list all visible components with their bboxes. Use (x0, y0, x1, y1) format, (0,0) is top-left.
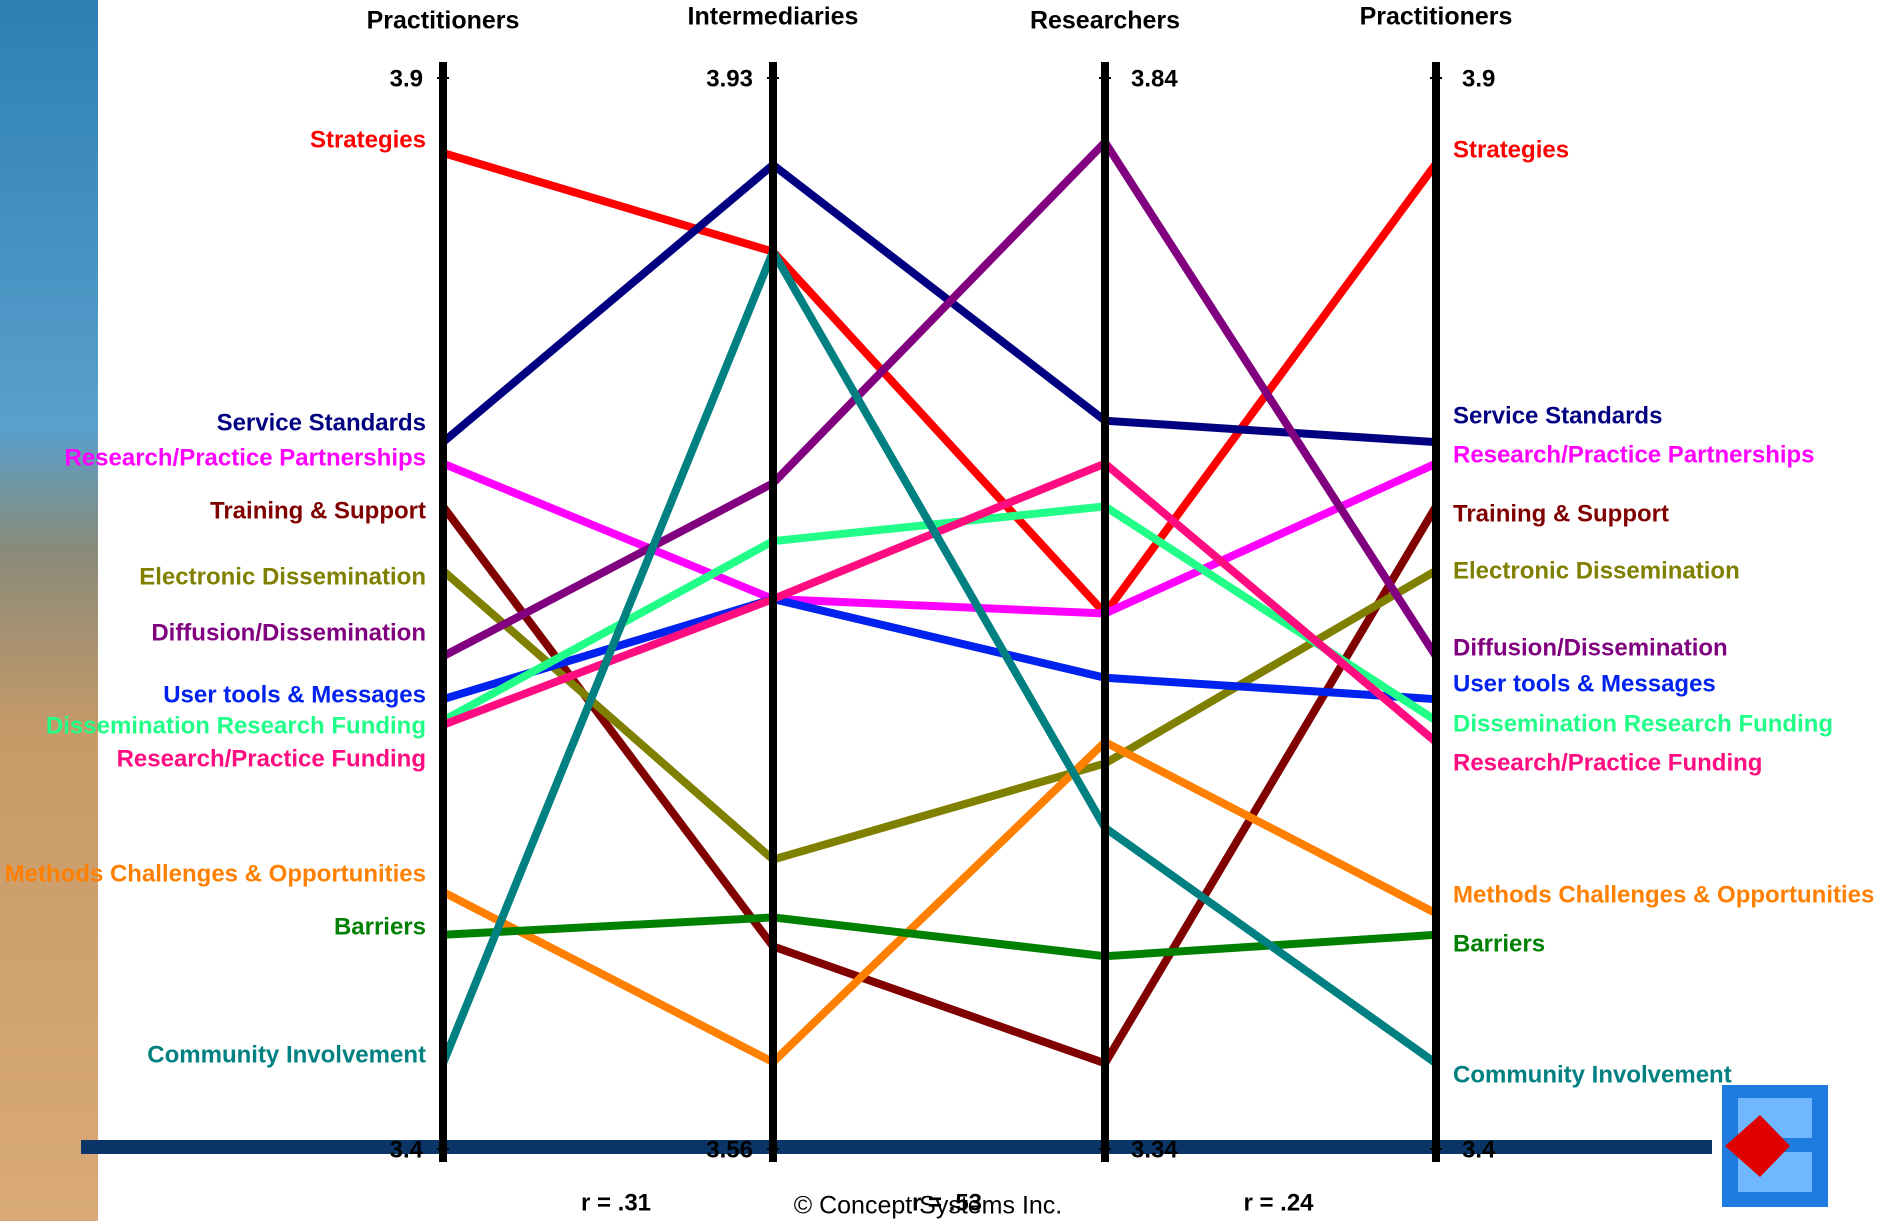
series-line (441, 149, 1440, 620)
series-label: Research/Practice Funding (117, 745, 426, 772)
series-label: Electronic Dissemination (1453, 557, 1740, 584)
logo (1722, 1085, 1828, 1207)
copyright: © Concept Systems Inc. (794, 1192, 1063, 1220)
correlation-label: r = .53 (912, 1189, 982, 1216)
series-line (440, 159, 1437, 447)
correlation-label: r = .31 (581, 1189, 651, 1216)
series-label: Diffusion/Dissemination (151, 619, 426, 646)
tick-label: 3.4 (390, 1136, 424, 1163)
series-label: Electronic Dissemination (139, 563, 426, 590)
series-line (442, 913, 1437, 961)
series-line (441, 502, 1439, 725)
series-label: Methods Challenges & Opportunities (1453, 881, 1874, 908)
series-label: Research/Practice Funding (1453, 749, 1762, 776)
tick-label: 3.56 (706, 1136, 753, 1163)
series-line (439, 503, 1440, 1069)
series-label: Strategies (1453, 136, 1569, 163)
axis-title: Intermediaries (688, 3, 859, 31)
series-label: Service Standards (217, 409, 426, 436)
axis-title: Practitioners (1360, 3, 1513, 31)
series-line (441, 135, 1440, 660)
correlation-label: r = .24 (1243, 1189, 1314, 1216)
series-label: Barriers (1453, 930, 1545, 957)
baseline-bar (81, 1140, 1712, 1154)
series-label: Training & Support (1453, 500, 1669, 527)
series-label: User tools & Messages (163, 681, 426, 708)
series-line (441, 737, 1438, 1068)
tick-label: 3.84 (1131, 65, 1178, 92)
tick-label: 3.93 (706, 65, 753, 92)
series-line (441, 459, 1438, 618)
series-line (440, 567, 1439, 864)
series-label: Research/Practice Partnerships (1453, 441, 1815, 468)
tick-label: 3.9 (390, 65, 423, 92)
axis-title: Researchers (1030, 7, 1180, 35)
series-label: Dissemination Research Funding (46, 712, 426, 739)
series-label: Community Involvement (147, 1041, 426, 1068)
series-label: Community Involvement (1453, 1061, 1732, 1088)
side-image (0, 0, 98, 1221)
series-label: Barriers (334, 913, 426, 940)
series-label: Research/Practice Partnerships (64, 444, 426, 471)
series-label: Diffusion/Dissemination (1453, 634, 1728, 661)
tick-label: 3.9 (1462, 65, 1495, 92)
series-label: Strategies (310, 126, 426, 153)
axis-title: Practitioners (367, 7, 520, 35)
series-label: User tools & Messages (1453, 670, 1716, 697)
series-label: Training & Support (210, 497, 426, 524)
series-label: Dissemination Research Funding (1453, 710, 1833, 737)
series-label: Service Standards (1453, 402, 1662, 429)
tick-label: 3.34 (1131, 1136, 1178, 1163)
series-line (439, 242, 1439, 1067)
tick-label: 3.4 (1462, 1136, 1496, 1163)
series-label: Methods Challenges & Opportunities (5, 860, 426, 887)
